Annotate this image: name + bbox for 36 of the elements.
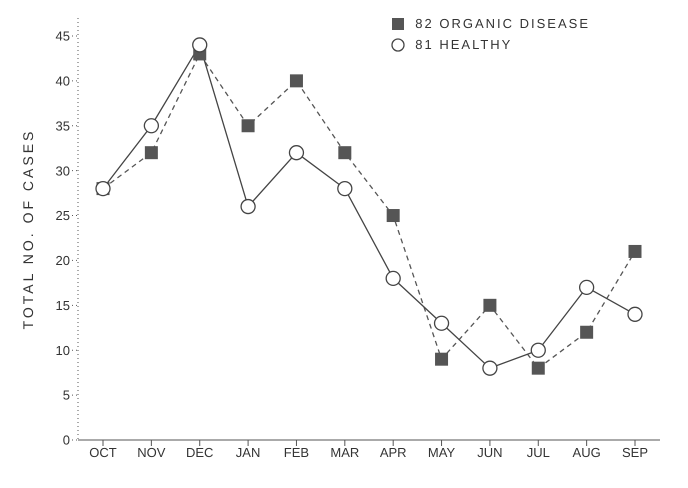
y-tick-label: 5 — [62, 388, 70, 403]
point — [628, 244, 642, 258]
y-tick-label: 20 — [56, 253, 70, 268]
y-tick-label: 10 — [56, 342, 70, 358]
point — [532, 362, 545, 375]
x-tick-label: MAR — [330, 445, 360, 460]
point — [144, 146, 158, 160]
x-tick-label: AUG — [572, 445, 601, 460]
point — [338, 146, 352, 160]
y-tick-label: 40 — [56, 73, 70, 88]
x-tick-label: DEC — [186, 445, 214, 460]
point — [580, 326, 594, 339]
x-tick-label: APR — [380, 445, 407, 460]
x-tick-label: MAY — [428, 445, 456, 460]
y-tick-label: 30 — [56, 163, 70, 178]
x-tick-label: OCT — [89, 445, 117, 460]
x-tick-label: JAN — [236, 445, 260, 460]
x-tick-label: JUL — [526, 445, 550, 460]
legend-label: 82 ORGANIC DISEASE — [415, 16, 590, 31]
point — [290, 74, 303, 88]
legend-label: 81 HEALTHY — [415, 37, 512, 52]
point — [242, 119, 255, 132]
x-tick-label: SEP — [622, 445, 648, 460]
point — [483, 298, 496, 312]
point — [435, 352, 448, 366]
y-axis-title: TOTAL NO. OF CASES — [20, 128, 36, 330]
y-tick-label: 25 — [56, 208, 70, 224]
y-tick-label: 35 — [56, 118, 70, 134]
x-tick-label: JUN — [477, 445, 503, 460]
x-tick-label: NOV — [137, 445, 166, 460]
point — [192, 37, 208, 53]
y-tick-label: 45 — [56, 28, 70, 44]
point — [386, 209, 400, 222]
x-tick-label: FEB — [284, 445, 310, 460]
y-tick-label: 15 — [56, 298, 70, 313]
y-tick-label: 0 — [62, 432, 70, 448]
